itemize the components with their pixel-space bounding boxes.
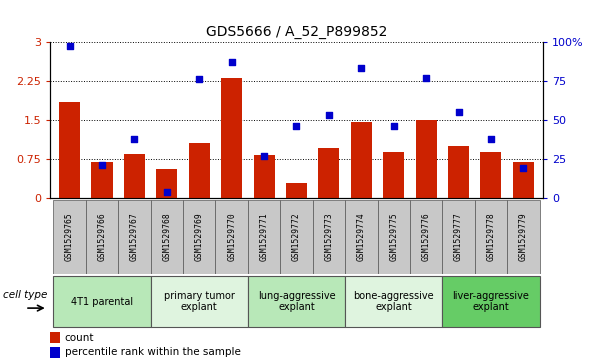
FancyBboxPatch shape xyxy=(86,200,118,274)
FancyBboxPatch shape xyxy=(248,200,280,274)
FancyBboxPatch shape xyxy=(150,200,183,274)
Text: lung-aggressive
explant: lung-aggressive explant xyxy=(258,291,335,313)
Title: GDS5666 / A_52_P899852: GDS5666 / A_52_P899852 xyxy=(206,25,387,39)
Text: GSM1529773: GSM1529773 xyxy=(324,212,333,261)
Bar xyxy=(189,143,210,198)
Bar xyxy=(59,102,80,198)
Bar xyxy=(156,169,178,198)
Text: GSM1529779: GSM1529779 xyxy=(519,212,528,261)
Bar xyxy=(513,163,534,198)
Text: GSM1529766: GSM1529766 xyxy=(97,212,107,261)
Text: GSM1529777: GSM1529777 xyxy=(454,212,463,261)
Bar xyxy=(351,122,372,198)
Text: GSM1529778: GSM1529778 xyxy=(486,212,496,261)
Text: GSM1529775: GSM1529775 xyxy=(389,212,398,261)
Text: count: count xyxy=(64,333,94,343)
Bar xyxy=(415,120,437,198)
Point xyxy=(324,112,333,118)
FancyBboxPatch shape xyxy=(118,200,150,274)
Point xyxy=(356,65,366,71)
Bar xyxy=(124,154,145,198)
Point xyxy=(227,59,237,65)
Bar xyxy=(91,163,113,198)
Bar xyxy=(383,152,404,198)
Text: 4T1 parental: 4T1 parental xyxy=(71,297,133,307)
Text: GSM1529768: GSM1529768 xyxy=(162,212,171,261)
Point xyxy=(97,162,107,168)
Point xyxy=(65,44,74,49)
Bar xyxy=(50,333,60,343)
Point xyxy=(389,123,398,129)
Text: cell type: cell type xyxy=(2,290,47,300)
Point xyxy=(454,109,463,115)
FancyBboxPatch shape xyxy=(345,276,442,327)
FancyBboxPatch shape xyxy=(53,276,150,327)
Bar xyxy=(50,347,60,358)
Bar xyxy=(448,146,469,198)
Text: liver-aggressive
explant: liver-aggressive explant xyxy=(453,291,529,313)
Point xyxy=(519,165,528,171)
Bar xyxy=(254,155,274,198)
FancyBboxPatch shape xyxy=(313,200,345,274)
Text: primary tumor
explant: primary tumor explant xyxy=(164,291,235,313)
FancyBboxPatch shape xyxy=(442,276,540,327)
Text: GSM1529771: GSM1529771 xyxy=(260,212,268,261)
Point xyxy=(195,76,204,82)
Point xyxy=(421,75,431,81)
FancyBboxPatch shape xyxy=(442,200,475,274)
FancyBboxPatch shape xyxy=(215,200,248,274)
FancyBboxPatch shape xyxy=(475,200,507,274)
Text: GSM1529772: GSM1529772 xyxy=(292,212,301,261)
Text: percentile rank within the sample: percentile rank within the sample xyxy=(64,347,241,358)
FancyBboxPatch shape xyxy=(248,276,345,327)
FancyBboxPatch shape xyxy=(410,200,442,274)
Bar xyxy=(319,148,339,198)
Text: GSM1529765: GSM1529765 xyxy=(65,212,74,261)
Text: GSM1529770: GSM1529770 xyxy=(227,212,236,261)
FancyBboxPatch shape xyxy=(150,276,248,327)
Text: GSM1529767: GSM1529767 xyxy=(130,212,139,261)
Text: GSM1529769: GSM1529769 xyxy=(195,212,204,261)
Bar xyxy=(286,183,307,198)
Point xyxy=(486,136,496,142)
Bar xyxy=(221,78,242,198)
Text: bone-aggressive
explant: bone-aggressive explant xyxy=(353,291,434,313)
FancyBboxPatch shape xyxy=(280,200,313,274)
FancyBboxPatch shape xyxy=(378,200,410,274)
FancyBboxPatch shape xyxy=(183,200,215,274)
FancyBboxPatch shape xyxy=(507,200,540,274)
Text: GSM1529776: GSM1529776 xyxy=(422,212,431,261)
Point xyxy=(130,136,139,142)
Point xyxy=(162,189,172,195)
Point xyxy=(260,153,269,159)
FancyBboxPatch shape xyxy=(345,200,378,274)
Point xyxy=(292,123,301,129)
Text: GSM1529774: GSM1529774 xyxy=(357,212,366,261)
FancyBboxPatch shape xyxy=(53,200,86,274)
Bar xyxy=(480,152,502,198)
